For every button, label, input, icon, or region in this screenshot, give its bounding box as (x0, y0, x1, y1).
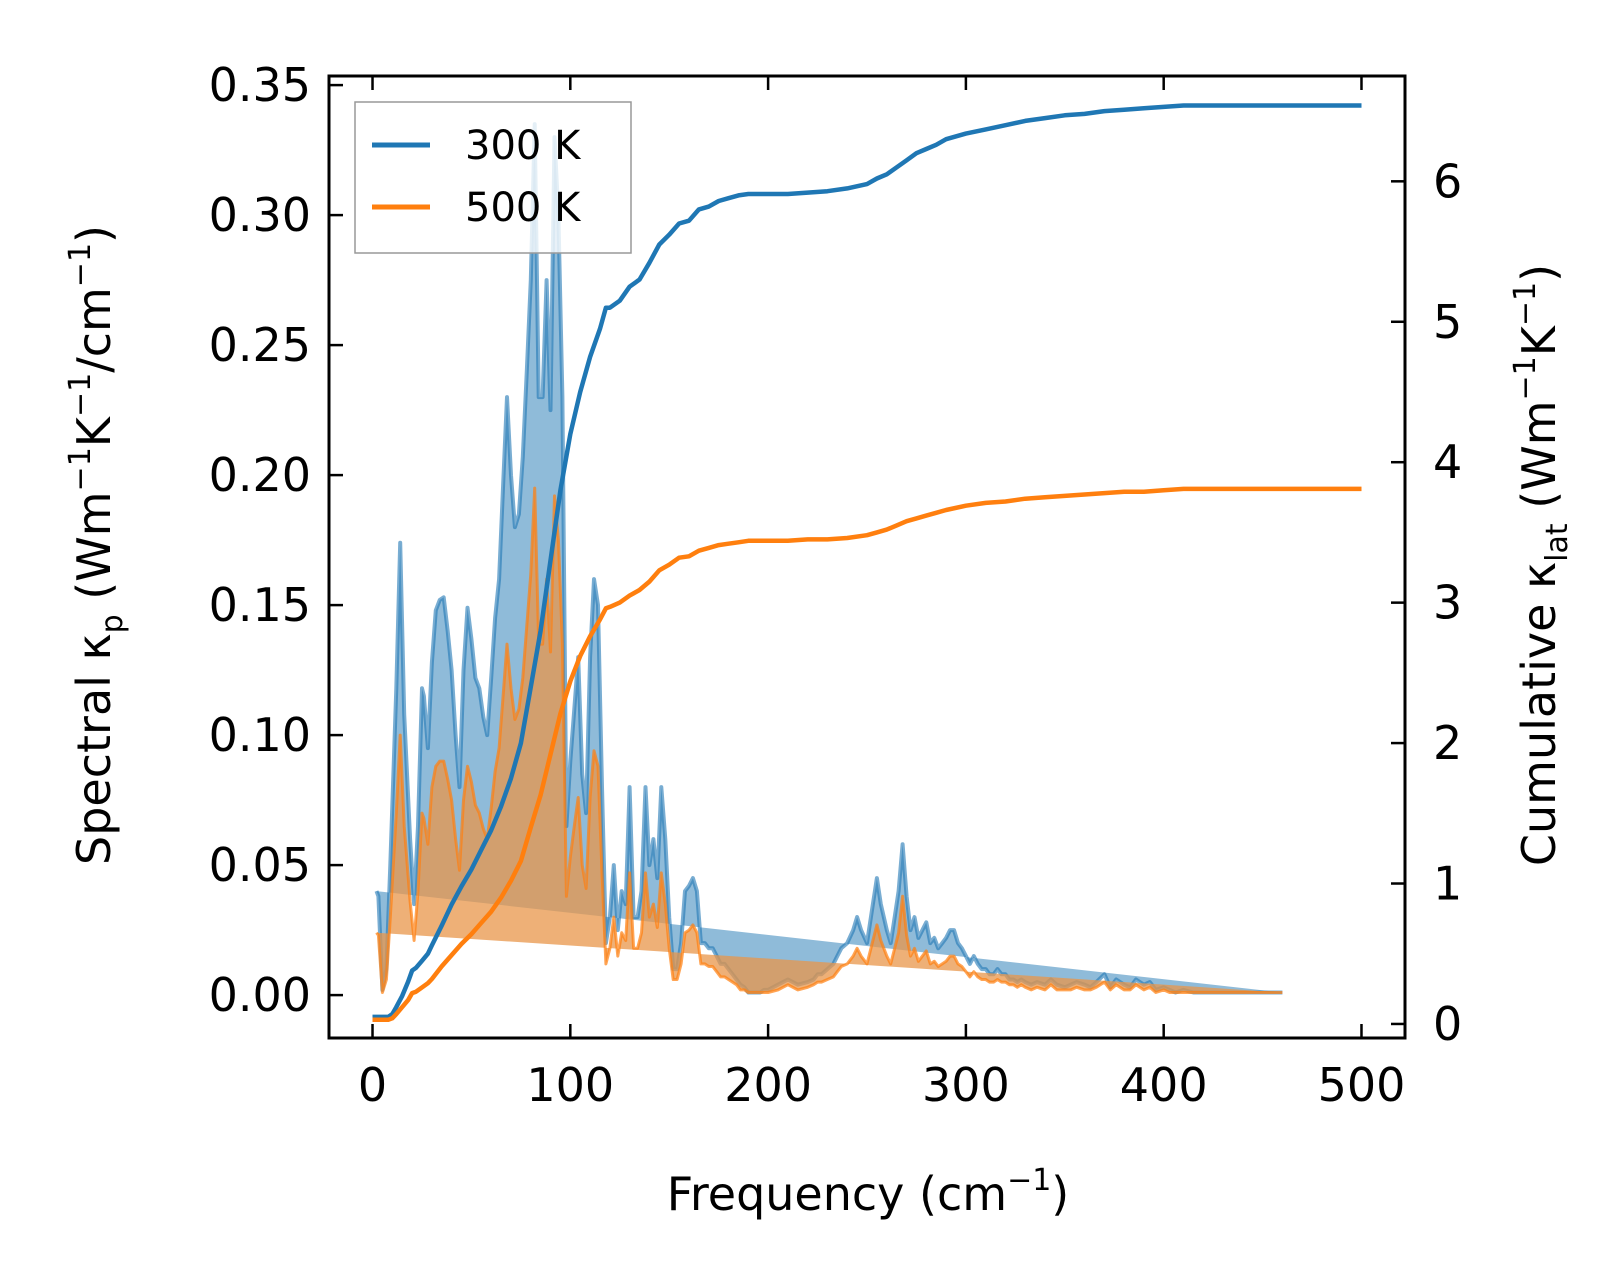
left-y-axis-title: Spectral κp (Wm−1K−1/cm−1) (63, 225, 130, 865)
y-left-tick-label: 0.15 (209, 578, 311, 632)
x-tick-label: 400 (1120, 1058, 1208, 1112)
axes: 0 100 200 300 400 500 0.00 0.05 0.10 0.15 0.20 0.25… (209, 58, 1463, 1112)
y-left-tick-label: 0.25 (209, 318, 311, 372)
y-right-tick-label: 6 (1433, 154, 1462, 208)
x-tick-label: 300 (922, 1058, 1010, 1112)
x-tick-label: 100 (526, 1058, 614, 1112)
y-left-tick-label: 0.20 (209, 448, 311, 502)
y-right-tick-label: 5 (1433, 295, 1462, 349)
y-left-tick-label: 0.35 (209, 58, 311, 112)
y-left-tick-label: 0.05 (209, 838, 311, 892)
cumulative-300k-line (372, 103, 1362, 1020)
legend-box (354, 101, 632, 254)
spectral-500k-line (375, 486, 1283, 994)
plot-frame (327, 74, 1407, 1040)
y-left-tick-label: 0.30 (209, 188, 311, 242)
y-right-tick-label: 1 (1433, 857, 1462, 911)
x-tick-label: 0 (358, 1058, 387, 1112)
spectral-500k-fill (376, 488, 1283, 993)
x-axis-title: Frequency (cm−1) (667, 1163, 1070, 1221)
legend-label-300k: 300 K (465, 123, 582, 169)
y-left-tick-label: 0.00 (209, 968, 311, 1022)
y-right-tick-label: 2 (1433, 716, 1462, 770)
x-tick-label: 500 (1318, 1058, 1406, 1112)
legend: 300 K 500 K (354, 101, 632, 254)
plot-area (372, 103, 1362, 1022)
y-right-tick-label: 0 (1433, 997, 1462, 1051)
y-right-tick-label: 3 (1433, 576, 1462, 630)
cumulative-500k-line (372, 486, 1362, 1022)
right-y-axis-title: Cumulative κlat (Wm−1K−1) (1508, 264, 1575, 866)
x-tick-label: 200 (724, 1058, 812, 1112)
y-left-tick-label: 0.10 (209, 708, 311, 762)
y-right-tick-label: 4 (1433, 435, 1462, 489)
legend-label-500k: 500 K (465, 185, 582, 231)
